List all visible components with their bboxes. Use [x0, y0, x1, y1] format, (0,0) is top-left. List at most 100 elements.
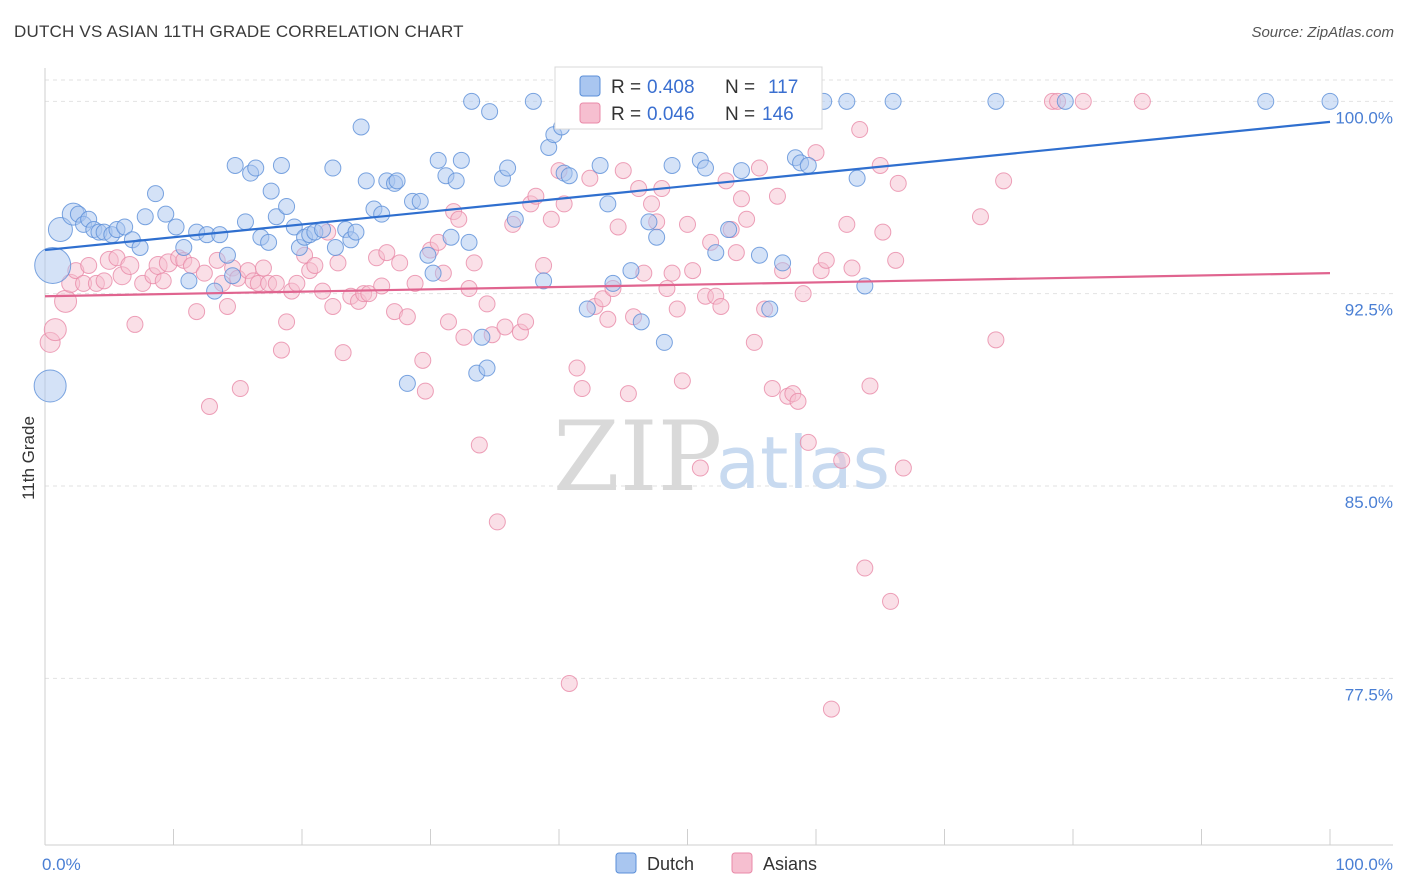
- asian-point: [488, 513, 506, 531]
- dutch-point: [452, 151, 470, 169]
- asian-n-label: N =: [725, 104, 755, 125]
- watermark-atlas: atlas: [716, 421, 890, 505]
- asian-point: [439, 313, 457, 331]
- dutch-point: [838, 92, 856, 110]
- asian-point: [643, 195, 661, 213]
- asian-point: [614, 162, 632, 180]
- dutch-r-value: 0.408: [647, 77, 695, 98]
- dutch-point: [373, 205, 391, 223]
- asian-point: [874, 223, 892, 241]
- asian-point: [789, 392, 807, 410]
- dutch-point: [357, 172, 375, 190]
- dutch-point: [136, 208, 154, 226]
- dutch-point: [116, 218, 134, 236]
- dutch-point: [560, 167, 578, 185]
- asian-point: [378, 244, 396, 262]
- asian-series-swatch: [731, 852, 753, 874]
- dutch-point: [352, 118, 370, 136]
- asian-r-value: 0.046: [647, 104, 695, 125]
- asian-point: [272, 341, 290, 359]
- asian-point: [200, 397, 218, 415]
- dutch-point: [1257, 92, 1275, 110]
- dutch-point: [218, 246, 236, 264]
- asian-point: [398, 308, 416, 326]
- asian-point: [817, 251, 835, 269]
- trend-lines: [44, 120, 1331, 298]
- asian-point: [406, 274, 424, 292]
- dutch-point: [262, 182, 280, 200]
- dutch-points: [33, 92, 1339, 403]
- asian-point: [517, 313, 535, 331]
- dutch-point: [224, 267, 242, 285]
- dutch-point: [267, 208, 285, 226]
- dutch-point: [272, 156, 290, 174]
- asian-trend-line: [44, 272, 1331, 298]
- asian-point: [573, 380, 591, 398]
- asian-point: [745, 333, 763, 351]
- asian-point: [833, 451, 851, 469]
- asian-point: [496, 318, 514, 336]
- x-tick-label-right: 100.0%: [1335, 855, 1393, 874]
- dutch-point: [640, 213, 658, 231]
- dutch-n-label: N =: [725, 77, 755, 98]
- asian-point: [807, 144, 825, 162]
- grid: 100.0% 92.5% 85.0% 77.5%: [45, 79, 1393, 704]
- asian-point: [154, 272, 172, 290]
- dutch-point: [632, 313, 650, 331]
- asian-point: [838, 215, 856, 233]
- asian-point: [995, 172, 1013, 190]
- dutch-point: [442, 228, 460, 246]
- dutch-point: [720, 221, 738, 239]
- axes: [44, 68, 1393, 846]
- asian-point: [334, 344, 352, 362]
- y-axis-label: 11th Grade: [19, 416, 38, 500]
- dutch-point: [398, 374, 416, 392]
- dutch-point: [799, 156, 817, 174]
- asian-point: [80, 256, 98, 274]
- asian-point: [630, 180, 648, 198]
- dutch-point: [411, 192, 429, 210]
- asian-point: [1074, 92, 1092, 110]
- asian-point: [712, 297, 730, 315]
- asian-point: [889, 174, 907, 192]
- dutch-point: [663, 156, 681, 174]
- asian-point: [478, 295, 496, 313]
- asian-point: [254, 259, 272, 277]
- asian-point: [599, 310, 617, 328]
- asian-point: [278, 313, 296, 331]
- watermark-zip: ZIP: [553, 401, 722, 513]
- asian-point: [882, 592, 900, 610]
- asian-point: [329, 254, 347, 272]
- asian-point: [455, 328, 473, 346]
- dutch-point: [750, 246, 768, 264]
- chart-title: DUTCH VS ASIAN 11TH GRADE CORRELATION CH…: [14, 22, 464, 41]
- asian-point: [679, 215, 696, 233]
- asian-point: [465, 254, 483, 272]
- dutch-point: [473, 328, 491, 346]
- dutch-point: [180, 272, 198, 290]
- x-tick-label-left: 0.0%: [42, 855, 81, 874]
- dutch-point: [655, 333, 673, 351]
- asian-point: [306, 256, 324, 274]
- asian-point: [535, 256, 553, 274]
- asian-point: [668, 300, 686, 318]
- asian-point: [861, 377, 879, 395]
- asian-point: [324, 297, 342, 315]
- dutch-point: [419, 246, 437, 264]
- y-tick-label: 85.0%: [1345, 493, 1393, 512]
- asian-point: [414, 351, 432, 369]
- asian-point: [391, 254, 409, 272]
- dutch-point: [278, 197, 296, 215]
- asian-point: [43, 318, 67, 342]
- dutch-point: [460, 233, 478, 251]
- dutch-point: [648, 228, 666, 246]
- asian-point: [887, 251, 905, 269]
- asian-point: [663, 264, 681, 282]
- asian-point: [691, 459, 709, 477]
- dutch-point: [1321, 92, 1339, 110]
- dutch-point: [506, 210, 524, 228]
- asian-r-label: R =: [611, 104, 641, 125]
- y-tick-label: 100.0%: [1335, 108, 1393, 127]
- asian-point: [373, 277, 391, 295]
- y-tick-label: 77.5%: [1345, 685, 1393, 704]
